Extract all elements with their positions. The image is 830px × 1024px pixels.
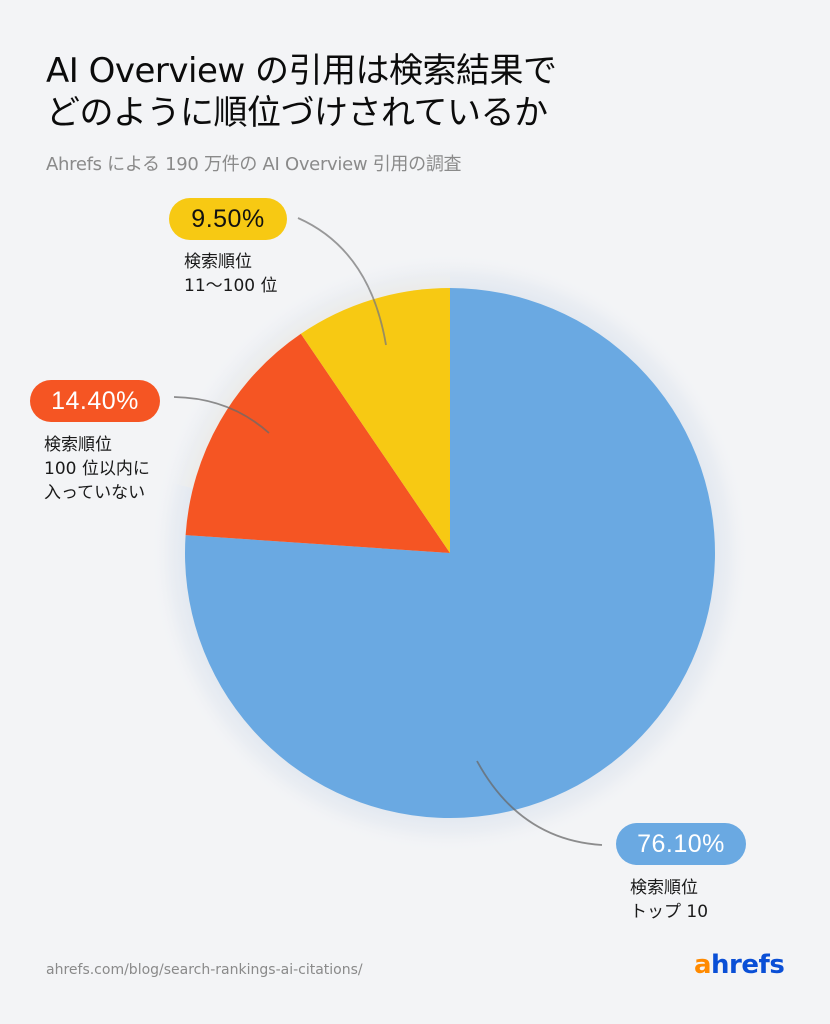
source-url: ahrefs.com/blog/search-rankings-ai-citat… [46, 962, 363, 978]
slice-top-10 [184, 288, 715, 818]
value-badge-not-in-top-100: 14.40% [30, 380, 160, 422]
label-line: 検索順位 [44, 435, 112, 455]
slice-label-top-10: 検索順位 トップ 10 [630, 876, 708, 924]
slice-11-100 [300, 287, 450, 553]
leader-line-blue [476, 760, 603, 846]
logo-letter-a: a [694, 950, 712, 980]
value-badge-top-10: 76.10% [616, 823, 746, 865]
label-line: 検索順位 [184, 252, 252, 272]
value-badge-11-100: 9.50% [169, 198, 287, 240]
slice-not-in-top-100 [185, 333, 450, 553]
label-line: トップ 10 [630, 902, 709, 922]
label-line: 100 位以内に [44, 459, 150, 479]
title-line-1: AI Overview の引用は検索結果で [46, 51, 557, 91]
logo-letters-hrefs: hrefs [711, 950, 785, 980]
subtitle: Ahrefs による 190 万件の AI Overview 引用の調査 [46, 154, 462, 175]
leader-line-orange [173, 396, 270, 434]
label-line: 検索順位 [630, 878, 698, 898]
label-line: 11〜100 位 [184, 276, 278, 296]
title-line-2: どのように順位づけされているか [46, 93, 548, 133]
slice-label-not-in-top-100: 検索順位 100 位以内に 入っていない [44, 433, 150, 505]
slice-label-11-100: 検索順位 11〜100 位 [184, 250, 277, 298]
ahrefs-logo: ahrefs [694, 950, 785, 980]
label-line: 入っていない [44, 483, 146, 503]
leader-line-yellow [297, 217, 387, 346]
page-title: AI Overview の引用は検索結果で どのように順位づけされているか [46, 50, 557, 134]
